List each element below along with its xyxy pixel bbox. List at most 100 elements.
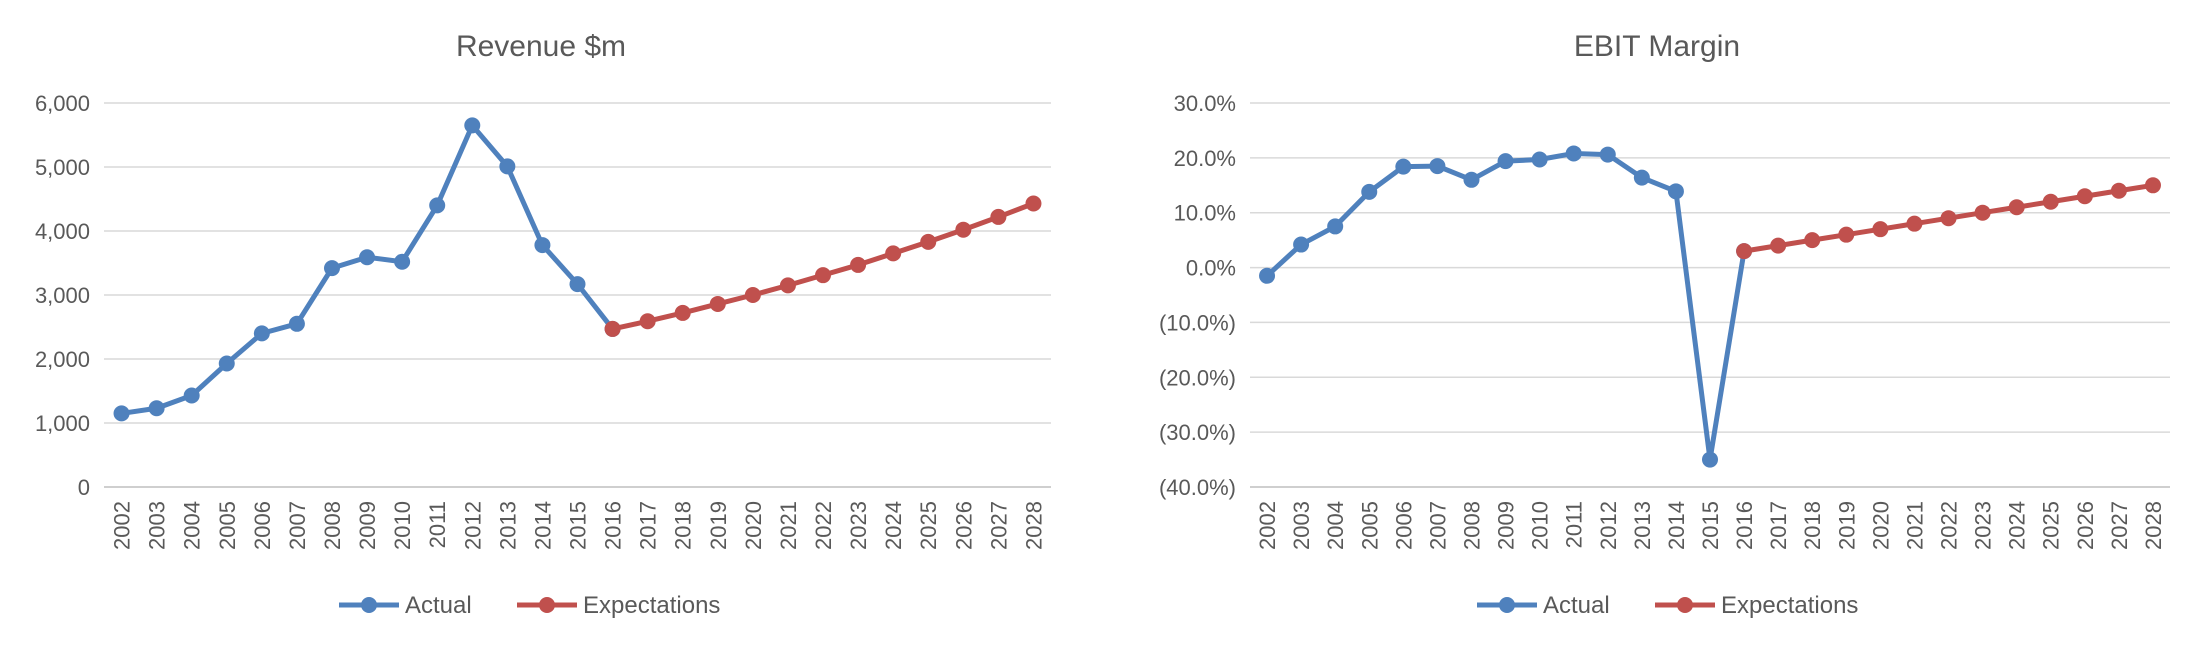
x-tick-label: 2020 xyxy=(1868,501,1893,550)
actual-data-point xyxy=(1565,145,1582,162)
actual-data-point xyxy=(1702,451,1718,468)
x-tick-label: 2018 xyxy=(671,501,696,550)
x-tick-label: 2007 xyxy=(285,501,310,550)
expectations-data-point xyxy=(604,320,621,337)
actual-data-point xyxy=(569,276,586,293)
y-tick-label: 1,000 xyxy=(35,411,90,436)
x-tick-label: 2002 xyxy=(1255,501,1280,550)
expectations-data-point xyxy=(2144,177,2161,194)
x-tick-label: 2018 xyxy=(1800,501,1825,550)
expectations-data-point xyxy=(639,313,656,330)
x-tick-label: 2013 xyxy=(1630,501,1655,550)
y-tick-label: (30.0%) xyxy=(1159,420,1236,445)
x-tick-label: 2011 xyxy=(425,501,450,548)
actual-data-point xyxy=(323,260,340,277)
x-tick-label: 2012 xyxy=(1596,501,1621,550)
actual-data-point xyxy=(464,117,481,134)
x-tick-label: 2026 xyxy=(2073,501,2098,550)
actual-data-point xyxy=(1667,183,1684,200)
legend-actual-label: Actual xyxy=(1543,592,1610,619)
x-tick-label: 2022 xyxy=(1937,501,1962,550)
x-tick-label: 2008 xyxy=(1459,501,1484,550)
actual-data-point xyxy=(1293,236,1310,253)
expectations-data-point xyxy=(815,267,832,284)
x-tick-label: 2024 xyxy=(2005,501,2030,550)
x-tick-label: 2009 xyxy=(355,501,380,550)
actual-data-point xyxy=(113,405,130,422)
actual-data-point xyxy=(1633,169,1650,186)
x-tick-label: 2017 xyxy=(1766,501,1791,550)
expectations-data-point xyxy=(955,221,972,238)
y-tick-label: 5,000 xyxy=(35,155,90,180)
actual-data-point xyxy=(1599,146,1616,163)
chart-title: EBIT Margin xyxy=(1574,30,1740,63)
expectations-data-point xyxy=(1940,210,1957,227)
chart-title: Revenue $m xyxy=(456,30,626,63)
x-tick-label: 2013 xyxy=(495,501,520,550)
y-tick-label: 6,000 xyxy=(35,91,90,116)
expectations-data-point xyxy=(674,304,691,321)
x-tick-label: 2014 xyxy=(1664,501,1689,550)
legend-expectations-marker xyxy=(539,597,555,613)
legend-actual-marker xyxy=(1499,597,1515,613)
x-tick-label: 2005 xyxy=(1357,501,1382,550)
legend-expectations-marker xyxy=(1677,597,1693,613)
actual-data-point xyxy=(1497,153,1514,170)
expectations-data-point xyxy=(850,256,867,273)
x-tick-label: 2006 xyxy=(250,501,275,550)
x-tick-label: 2004 xyxy=(1323,501,1348,550)
actual-data-point xyxy=(394,253,411,270)
x-tick-label: 2025 xyxy=(2039,501,2064,550)
expectations-data-point xyxy=(2110,182,2127,199)
x-tick-label: 2003 xyxy=(1289,501,1314,550)
x-tick-label: 2010 xyxy=(1528,501,1553,550)
actual-data-point xyxy=(1463,171,1480,188)
x-tick-label: 2020 xyxy=(741,501,766,550)
x-tick-label: 2014 xyxy=(530,501,555,550)
expectations-data-point xyxy=(744,287,761,303)
expectations-data-point xyxy=(1804,232,1821,249)
y-tick-label: (40.0%) xyxy=(1159,475,1236,500)
x-tick-label: 2027 xyxy=(2107,501,2132,550)
expectations-data-point xyxy=(1736,243,1753,260)
actual-data-point xyxy=(1327,218,1344,235)
y-tick-label: 2,000 xyxy=(35,347,90,372)
x-tick-label: 2012 xyxy=(460,501,485,550)
x-tick-label: 2006 xyxy=(1391,501,1416,550)
ebit-margin-chart: EBIT Margin (40.0%) (30.0%) (20.0%) (10.0%) 0… xyxy=(1097,0,2193,645)
x-tick-label: 2009 xyxy=(1494,501,1519,550)
actual-data-point xyxy=(1531,151,1548,168)
x-tick-label: 2019 xyxy=(1834,501,1859,550)
x-tick-label: 2011 xyxy=(1562,501,1587,548)
legend-expectations-label: Expectations xyxy=(1721,592,1858,619)
actual-data-point xyxy=(1361,183,1378,200)
x-tick-label: 2022 xyxy=(811,501,836,550)
actual-data-point xyxy=(148,400,165,417)
y-tick-label: 3,000 xyxy=(35,283,90,308)
x-tick-label: 2010 xyxy=(390,501,415,550)
x-tick-label: 2028 xyxy=(1021,501,1046,550)
actual-data-point xyxy=(1395,158,1412,175)
actual-data-point xyxy=(253,325,270,342)
x-tick-label: 2024 xyxy=(881,501,906,550)
y-tick-label: (10.0%) xyxy=(1159,310,1236,335)
actual-data-point xyxy=(429,197,446,214)
expectations-data-point xyxy=(2008,199,2025,216)
actual-data-point xyxy=(1259,267,1276,284)
revenue-chart-svg: Revenue $m 0 1,000 2,000 3,000 4,000 5,000 6,00… xyxy=(35,30,1051,619)
x-tick-label: 2015 xyxy=(566,501,591,550)
expectations-data-point xyxy=(920,233,937,250)
x-tick-label: 2027 xyxy=(986,501,1011,550)
actual-data-point xyxy=(534,237,551,254)
y-tick-label: (20.0%) xyxy=(1159,365,1236,390)
x-tick-label: 2015 xyxy=(1698,501,1723,550)
x-tick-label: 2008 xyxy=(320,501,345,550)
expectations-data-point xyxy=(779,277,796,294)
expectations-data-point xyxy=(1872,221,1889,238)
actual-data-point xyxy=(288,315,305,332)
x-tick-label: 2025 xyxy=(916,501,941,550)
legend-actual-marker xyxy=(361,597,377,613)
expectations-data-point xyxy=(1974,204,1991,221)
x-tick-label: 2016 xyxy=(1732,501,1757,550)
actual-data-point xyxy=(218,355,235,372)
